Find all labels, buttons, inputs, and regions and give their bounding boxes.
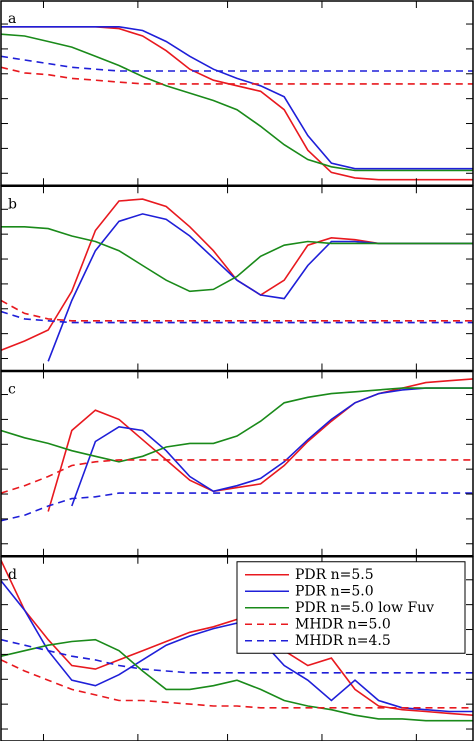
dashed-line (1, 638, 473, 674)
line (71, 387, 473, 507)
line (1, 198, 473, 351)
panel-label: c (8, 382, 16, 398)
line (47, 378, 473, 512)
legend-label: MHDR n=5.0 (295, 616, 391, 632)
line (1, 226, 473, 293)
dashed-line (1, 492, 473, 522)
series-group (1, 378, 473, 522)
dashed-line (1, 659, 473, 709)
panel-frame (0, 370, 474, 557)
legend-label: MHDR n=4.5 (295, 633, 391, 649)
line (1, 638, 473, 722)
dashed-line (1, 66, 473, 85)
legend-label: PDR n=5.0 low Fuv (295, 600, 434, 616)
legend-label: PDR n=5.0 (295, 583, 374, 599)
dashed-line (1, 55, 473, 72)
legend-label: PDR n=5.5 (295, 567, 374, 583)
dashed-line (1, 299, 473, 322)
series-group (1, 198, 473, 362)
panel-label: a (8, 11, 16, 27)
panel-frame (0, 185, 474, 372)
series-group (1, 26, 473, 181)
line (47, 213, 473, 362)
line (1, 26, 473, 170)
panel-frame (0, 556, 474, 741)
panel-label: b (8, 196, 17, 212)
panel-label: d (8, 567, 17, 583)
panel-frame (0, 0, 474, 186)
line (1, 387, 473, 463)
line (1, 33, 473, 172)
dashed-line (1, 459, 473, 494)
line (1, 26, 473, 181)
